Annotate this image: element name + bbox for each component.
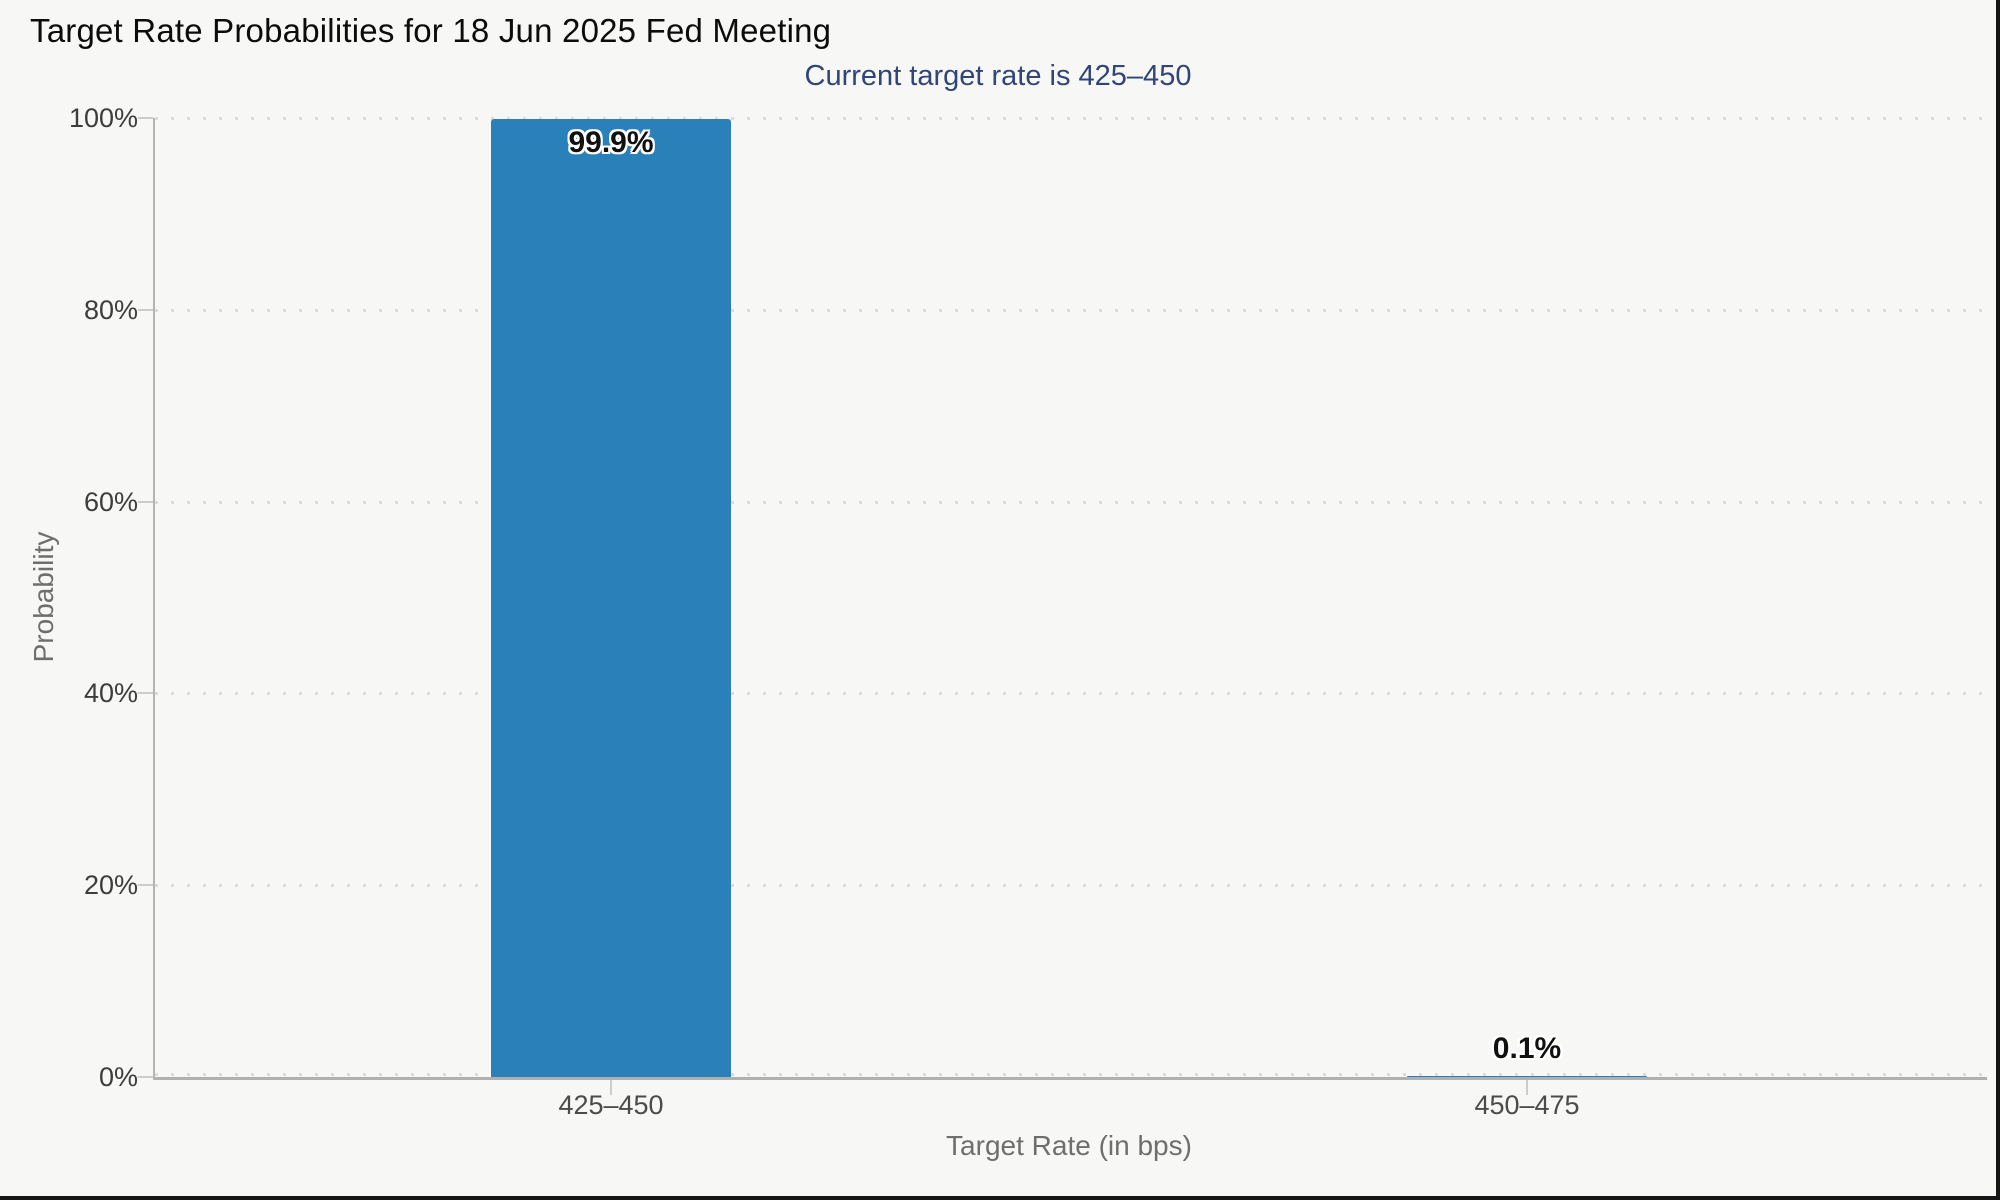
gridline	[155, 501, 1987, 504]
y-tick-label: 100%	[68, 103, 138, 133]
x-axis-tick	[610, 1080, 612, 1095]
x-axis-tick	[1526, 1080, 1528, 1095]
chart-subtitle: Current target rate is 425–450	[804, 60, 1192, 92]
bar-425–450[interactable]	[491, 119, 731, 1077]
y-tick-label: 40%	[83, 678, 138, 708]
x-tick-label: 425–450	[558, 1090, 664, 1120]
x-axis-title: Target Rate (in bps)	[946, 1130, 1192, 1161]
bar-value-label: 0.1%	[1492, 1032, 1562, 1065]
y-axis-tick	[138, 501, 153, 503]
y-axis-tick	[138, 117, 153, 119]
gridline	[155, 309, 1987, 312]
y-tick-label: 0%	[98, 1062, 138, 1092]
chart-title: Target Rate Probabilities for 18 Jun 202…	[30, 12, 832, 49]
y-axis-title: Probability	[28, 531, 59, 663]
y-tick-label: 20%	[83, 870, 138, 900]
x-tick-label: 450–475	[1474, 1090, 1580, 1120]
y-axis-tick	[138, 884, 153, 886]
y-tick-label: 80%	[83, 295, 138, 325]
gridline	[155, 1073, 1987, 1076]
bar-value-label: 99.9%	[568, 126, 654, 159]
bar-450–475[interactable]	[1407, 1076, 1647, 1077]
plot-area	[153, 117, 1987, 1080]
gridline	[155, 884, 1987, 887]
gridline	[155, 692, 1987, 695]
y-tick-label: 60%	[83, 487, 138, 517]
y-axis-tick	[138, 309, 153, 311]
y-axis-tick	[138, 1076, 153, 1078]
y-axis-tick	[138, 692, 153, 694]
gridline	[155, 117, 1987, 120]
